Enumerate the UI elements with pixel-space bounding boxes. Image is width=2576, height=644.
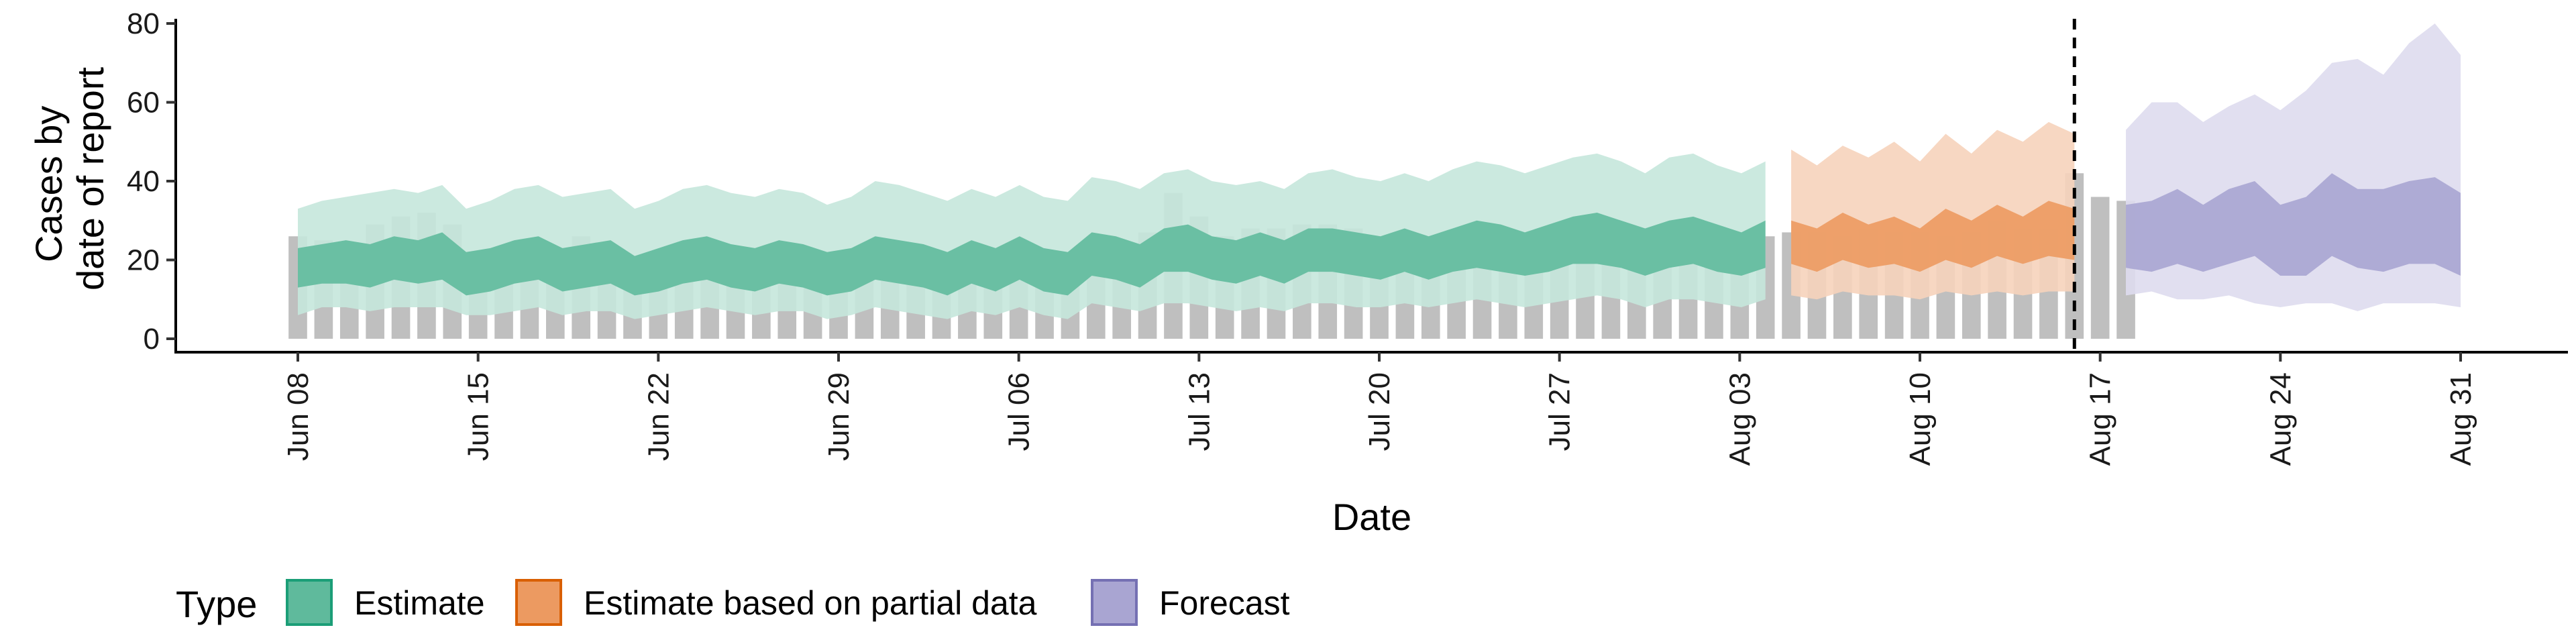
estimate-based-on-partial-data-inner-band: [1791, 201, 2075, 272]
x-tick-label: Jul 13: [1183, 372, 1216, 451]
y-axis-title-line-1: Cases by: [28, 106, 70, 262]
x-tick-label: Aug 31: [2445, 372, 2477, 466]
legend-swatch-estimate: [286, 579, 333, 626]
legend-swatch-forecast: [1091, 579, 1138, 626]
legend-label-estimate: Estimate: [354, 584, 485, 622]
reported-case-bar: [2090, 197, 2110, 339]
x-tick-label: Aug 24: [2264, 372, 2297, 466]
y-axis-title-line-2: date of report: [69, 67, 111, 291]
axes: 0 20 40 60 80 Jun 08 Jun 15 Jun 22 Jun 29 Jul 06…: [127, 7, 2568, 466]
estimate-bands: [298, 23, 2461, 319]
y-axis-title: Cases by date of report: [28, 67, 111, 291]
legend-label-estimate-based-on-partial-data: Estimate based on partial data: [584, 584, 1037, 622]
legend-items: Estimate Estimate based on partial data Fo…: [286, 579, 1290, 626]
y-tick-label: 40: [127, 165, 160, 198]
legend-label-forecast: Forecast: [1159, 584, 1290, 622]
x-tick-label: Jun 15: [462, 372, 495, 461]
x-tick-label: Aug 03: [1723, 372, 1756, 466]
y-axis-ticks: 0 20 40 60 80: [127, 7, 176, 356]
legend: Type Estimate Estimate based on partial d…: [176, 579, 1290, 626]
plot-area: [288, 19, 2461, 352]
x-tick-label: Jun 08: [282, 372, 315, 461]
estimate-inner-band: [298, 213, 1766, 296]
x-tick-label: Jun 22: [642, 372, 675, 461]
estimate-based-on-partial-data-outer-band: [1791, 121, 2075, 300]
x-tick-label: Jul 27: [1544, 372, 1576, 451]
y-tick-label: 60: [127, 87, 160, 119]
x-tick-label: Jun 29: [822, 372, 855, 461]
x-axis-title: Date: [1332, 496, 1411, 538]
x-tick-label: Aug 10: [1904, 372, 1937, 466]
x-tick-label: Jul 06: [1003, 372, 1036, 451]
forecast-inner-band: [2126, 173, 2461, 276]
y-tick-label: 20: [127, 244, 160, 277]
legend-swatch-estimate-based-on-partial-data: [515, 579, 562, 626]
x-tick-label: Jul 20: [1363, 372, 1396, 451]
y-tick-label: 80: [127, 7, 160, 40]
x-axis-ticks: Jun 08 Jun 15 Jun 22 Jun 29 Jul 06 Jul 13 Jul …: [282, 352, 2477, 466]
y-tick-label: 0: [144, 323, 160, 356]
legend-title: Type: [176, 583, 257, 625]
x-tick-label: Aug 17: [2084, 372, 2117, 466]
